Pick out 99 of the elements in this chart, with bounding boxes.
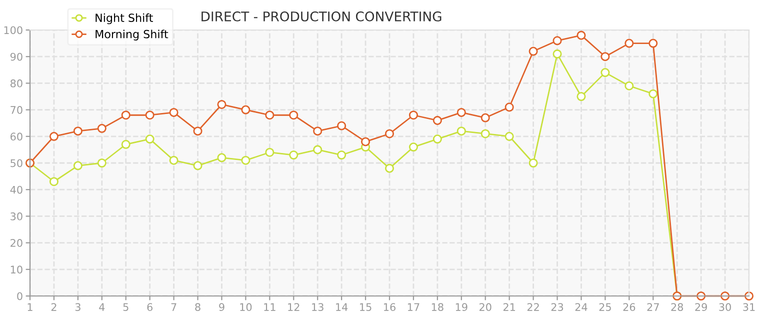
point bbox=[145, 134, 154, 144]
point bbox=[528, 158, 538, 168]
x-tick-label: 21 bbox=[503, 303, 515, 311]
point bbox=[504, 132, 514, 141]
x-tick-label: 8 bbox=[195, 303, 200, 312]
point bbox=[576, 92, 586, 102]
x-tick-label: 9 bbox=[219, 303, 224, 312]
x-tick-label: 27 bbox=[647, 303, 659, 311]
point bbox=[624, 81, 634, 90]
point bbox=[145, 110, 154, 120]
point bbox=[504, 102, 514, 112]
point bbox=[456, 126, 466, 136]
y-tick-label: 40 bbox=[10, 186, 22, 194]
y-tick-label: 20 bbox=[10, 239, 22, 247]
x-tick-label: 31 bbox=[743, 303, 755, 312]
point bbox=[480, 113, 490, 122]
point bbox=[241, 156, 250, 165]
point bbox=[265, 148, 274, 157]
point bbox=[552, 36, 562, 46]
x-tick-label: 26 bbox=[623, 303, 636, 312]
point bbox=[241, 105, 250, 114]
legend-label: Morning Shift bbox=[96, 30, 168, 40]
point bbox=[384, 164, 394, 173]
point bbox=[600, 68, 610, 78]
point bbox=[193, 161, 202, 170]
point bbox=[313, 126, 322, 136]
x-tick-label: 28 bbox=[671, 303, 684, 312]
point bbox=[121, 110, 130, 120]
point bbox=[720, 291, 730, 301]
point bbox=[169, 156, 178, 165]
x-tick-label: 14 bbox=[336, 303, 348, 311]
point bbox=[648, 89, 658, 98]
y-tick-label: 100 bbox=[4, 26, 22, 34]
x-tick-label: 25 bbox=[599, 303, 611, 312]
point bbox=[49, 177, 58, 186]
point bbox=[744, 291, 754, 301]
point bbox=[552, 49, 562, 58]
point bbox=[73, 161, 82, 170]
chart-title: DIRECT - PRODUCTION CONVERTING bbox=[202, 11, 442, 22]
point bbox=[361, 137, 370, 146]
x-tick-label: 12 bbox=[288, 303, 300, 311]
point bbox=[576, 30, 586, 40]
point bbox=[313, 145, 322, 154]
point bbox=[49, 132, 58, 141]
point bbox=[265, 110, 274, 120]
x-tick-label: 24 bbox=[575, 303, 588, 311]
point bbox=[528, 46, 538, 56]
x-tick-label: 17 bbox=[408, 303, 420, 311]
point bbox=[337, 121, 346, 130]
point bbox=[456, 108, 466, 117]
point bbox=[73, 126, 82, 136]
point bbox=[432, 116, 442, 125]
y-tick-label: 80 bbox=[10, 79, 22, 88]
x-tick-label: 22 bbox=[527, 303, 539, 311]
point bbox=[97, 158, 106, 168]
x-tick-label: 23 bbox=[551, 303, 564, 312]
y-tick-label: 50 bbox=[10, 159, 22, 168]
point bbox=[121, 140, 130, 149]
point bbox=[408, 110, 418, 120]
point bbox=[480, 129, 490, 138]
x-tick-label: 7 bbox=[171, 303, 176, 311]
x-tick-label: 4 bbox=[99, 303, 105, 311]
x-tick-label: 1 bbox=[28, 303, 32, 311]
x-tick-label: 2 bbox=[51, 303, 56, 311]
point bbox=[193, 126, 202, 136]
x-tick-label: 15 bbox=[360, 303, 372, 312]
point bbox=[384, 129, 394, 138]
y-tick-label: 60 bbox=[10, 132, 22, 141]
point bbox=[289, 150, 298, 160]
point bbox=[217, 153, 226, 162]
point bbox=[408, 142, 418, 152]
point bbox=[624, 38, 634, 48]
x-tick-label: 30 bbox=[719, 303, 731, 312]
point bbox=[97, 124, 106, 133]
x-tick-label: 13 bbox=[312, 303, 324, 312]
x-tick-label: 5 bbox=[123, 303, 128, 312]
y-tick-label: 90 bbox=[10, 52, 22, 61]
x-tick-label: 19 bbox=[456, 303, 468, 312]
x-tick-label: 11 bbox=[264, 303, 276, 311]
point bbox=[432, 134, 442, 144]
x-tick-label: 10 bbox=[240, 303, 252, 312]
point bbox=[337, 150, 346, 160]
legend-label: Night Shift bbox=[96, 13, 153, 24]
y-tick-label: 30 bbox=[10, 212, 22, 220]
x-tick-label: 29 bbox=[695, 303, 707, 312]
x-tick-label: 18 bbox=[432, 303, 444, 312]
x-tick-label: 3 bbox=[75, 303, 80, 312]
x-tick-label: 6 bbox=[147, 303, 152, 312]
y-tick-label: 70 bbox=[10, 106, 22, 114]
point bbox=[600, 52, 610, 62]
point bbox=[289, 110, 298, 120]
point bbox=[696, 291, 706, 301]
point bbox=[648, 38, 658, 48]
x-tick-label: 20 bbox=[480, 303, 492, 312]
point bbox=[169, 108, 178, 117]
point bbox=[217, 100, 226, 109]
x-tick-label: 16 bbox=[384, 303, 396, 312]
y-tick-label: 0 bbox=[17, 292, 22, 300]
y-tick-label: 10 bbox=[10, 266, 22, 274]
